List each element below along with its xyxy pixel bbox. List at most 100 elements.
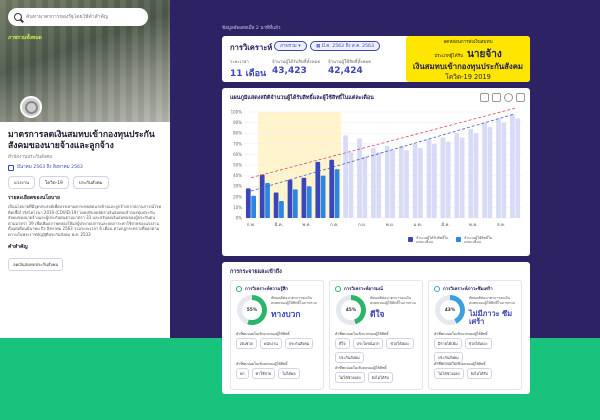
word-chip[interactable]: ยังไม่ได้รับ — [367, 372, 393, 383]
bar-eligible — [259, 174, 265, 218]
word-chip[interactable]: ยังไม่ได้รับ — [466, 368, 492, 379]
legend-used: จำนวนผู้ใช้สิทธิ์ในแต่ละเดือน — [456, 236, 500, 245]
emotion-panel: การวิเคราะห์อารมณ์ 45% ทัศนคติต่อมาตรการ… — [329, 280, 423, 390]
donut-chart: 55% — [237, 295, 267, 325]
panel-result: ไม่มีภาวะ ซึมเศร้า — [469, 309, 513, 326]
tag[interactable]: โควิด-19 — [38, 176, 69, 189]
word-chip[interactable]: ประกันสังคม — [434, 352, 463, 363]
bar-used — [473, 133, 479, 218]
distribution-card: การกระจายและเข้าถึง การวิเคราะห์ความรู้ส… — [222, 262, 530, 394]
refresh-icon[interactable] — [492, 93, 501, 102]
y-tick-label: 80% — [233, 131, 242, 136]
x-tick-label: พ.ย. — [386, 222, 394, 228]
x-tick-label: มี.ค. — [441, 222, 450, 228]
panel-caption: ทัศนคติต่อมาตรการลดเงินสมทบของผู้ใช้สิทธ… — [370, 296, 416, 305]
word-chip[interactable]: ประกันสังคม — [335, 352, 364, 363]
bar-eligible — [482, 122, 487, 218]
x-tick-label: พ.ค. — [302, 222, 311, 228]
donut-chart: 45% — [336, 295, 366, 325]
word-chip[interactable]: มีรายได้เพิ่ม — [434, 338, 462, 349]
related-chip[interactable]: ลดเงินสมทบประกันสังคม — [8, 257, 64, 271]
calendar-icon — [8, 164, 14, 171]
bar-eligible — [412, 143, 418, 218]
bar-eligible — [510, 114, 515, 218]
chart-card: แผนภูมิแสดงสถิติจำนวนผู้ได้รับสิทธิ์และผ… — [222, 88, 530, 256]
negative-words-label: คำที่พบบ่อยในเชิงลบของผู้ใช้สิทธิ์ — [236, 362, 288, 366]
view-icon[interactable] — [504, 93, 513, 102]
positive-words-label: คำที่พบบ่อยในเชิงบวกของผู้ใช้สิทธิ์ — [434, 332, 488, 336]
word-chip[interactable]: ไม่ได้ช่วยเลย — [434, 368, 464, 379]
bar-eligible — [398, 145, 404, 218]
stat-label-duration: ระยะเวลา — [230, 60, 249, 65]
download-icon[interactable] — [516, 93, 525, 102]
bar-used — [306, 186, 312, 218]
y-tick-label: 10% — [233, 205, 242, 210]
bar-used — [459, 137, 465, 218]
word-chip[interactable]: พนักงาน — [259, 338, 282, 349]
tag[interactable]: ประกันสังคม — [72, 176, 109, 189]
policy-date-text: มีนาคม 2563 ถึง สิงหาคม 2563 — [17, 165, 83, 170]
panel-caption: ทัศนคติต่อมาตรการลดเงินสมทบของผู้ใช้สิทธ… — [469, 296, 515, 305]
analysis-title: การวิเคราะห์ — [230, 43, 273, 52]
panel-result: ดีใจ — [370, 309, 385, 319]
tag[interactable]: แรงงาน — [8, 176, 35, 189]
depression-panel: การวิเคราะห์ภาวะซึมเศร้า 43% ทัศนคติต่อม… — [428, 280, 522, 390]
x-tick-label: ส.ค. — [497, 222, 505, 228]
bar-used — [431, 143, 437, 218]
word-chip[interactable]: ประกันสังคม — [284, 338, 314, 349]
bar-eligible — [245, 188, 251, 218]
bar-used — [279, 201, 284, 218]
word-chip[interactable]: ประโยชน์มาก — [352, 338, 384, 349]
policy-avatar-icon — [20, 96, 42, 118]
search-input[interactable] — [26, 14, 146, 20]
stat-label-used: จำนวนผู้ใช้สิทธิ์ทั้งหมด — [328, 60, 372, 65]
word-chip[interactable]: ไม่ได้ช่วยเลย — [335, 372, 365, 383]
bar-used — [390, 150, 395, 218]
bar-used — [251, 195, 256, 218]
positive-words-label: คำที่พบบ่อยในเชิงบวกของผู้ใช้สิทธิ์ — [335, 332, 389, 336]
word-chip[interactable]: ค่าใช้จ่าย — [251, 368, 276, 379]
x-tick-label: ก.ย. — [358, 223, 366, 228]
sentiment-icon — [236, 285, 242, 292]
word-chip[interactable]: ไม่ได้ผล — [278, 368, 300, 379]
y-tick-label: 20% — [233, 194, 242, 199]
stat-label-eligible: จำนวนผู้ได้รับสิทธิ์ทั้งหมด — [272, 60, 321, 65]
search-bar[interactable] — [8, 8, 148, 26]
x-tick-label: ก.พ. — [247, 222, 255, 228]
bar-used — [515, 118, 521, 218]
bar-eligible — [426, 139, 432, 218]
bar-eligible — [454, 133, 460, 218]
date-range-picker[interactable]: ▦ มี.ค. 2563 ถึง ส.ค. 2563 — [310, 41, 380, 51]
distribution-title: การกระจายและเข้าถึง — [230, 269, 282, 275]
word-chip[interactable]: เงินช่วย — [236, 338, 257, 349]
panel-heading: การวิเคราะห์ภาวะซึมเศร้า — [434, 285, 493, 292]
line-chart-icon[interactable] — [480, 93, 489, 102]
y-tick-label: 70% — [233, 141, 242, 146]
related-heading: คำสำคัญ — [8, 243, 28, 250]
summary-heading: รายละเอียดของนโยบาย — [8, 195, 60, 201]
policy-tags: แรงงาน โควิด-19 ประกันสังคม — [8, 176, 162, 189]
positive-words-label: คำที่พบบ่อยในเชิงบวกของผู้ใช้สิทธิ์ — [236, 332, 290, 336]
bar-eligible — [273, 192, 279, 218]
trend-line — [250, 113, 516, 192]
bar-used — [362, 156, 368, 218]
word-chip[interactable]: ช่วยได้เยอะ — [386, 338, 414, 349]
y-tick-label: 50% — [233, 163, 242, 168]
scope-dropdown[interactable]: ภาพรวม ▾ — [274, 41, 307, 51]
bar-eligible — [343, 135, 348, 218]
stat-value-eligible: 43,423 — [272, 66, 307, 76]
word-chip[interactable]: ดีใจ — [335, 338, 350, 349]
sidebar: ภาพรวมทั้งหมด มาตรการลดเงินสมทบเข้ากองทุ… — [0, 0, 170, 338]
bar-used — [501, 122, 507, 218]
highlight-line3: โควิด-19 2019 — [445, 73, 491, 81]
bar-eligible — [496, 118, 501, 218]
bar-eligible — [357, 138, 362, 218]
word-chip[interactable]: ช่วยได้เยอะ — [464, 338, 492, 349]
bar-eligible — [468, 128, 474, 218]
highlight-group-label: ประเภทผู้ได้รับ — [434, 54, 464, 59]
donut-percent: 55% — [242, 300, 262, 320]
word-chip[interactable]: ยก — [236, 368, 249, 379]
dashboard-link[interactable]: ภาพรวมทั้งหมด — [8, 35, 42, 41]
bar-used — [376, 152, 382, 218]
search-icon — [14, 13, 22, 21]
